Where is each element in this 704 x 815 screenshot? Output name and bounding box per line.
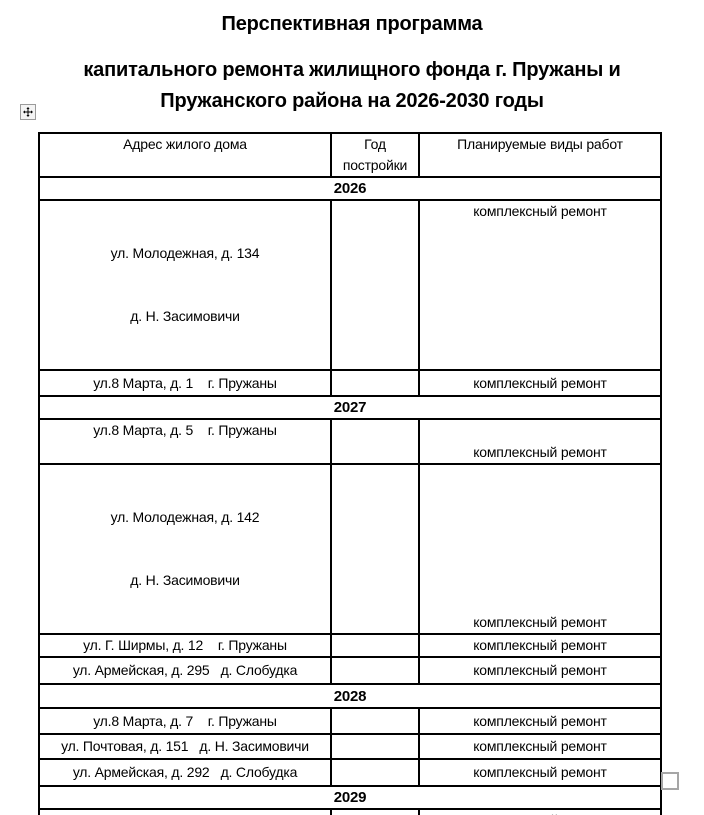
table-row: ул. Г. Ширмы, д. 12 г. Пружаны комплексн… [38,633,662,658]
address-cell[interactable]: ул.8 Марта, д. 5 г. Пружаны [38,418,332,465]
work-cell[interactable]: комплексный ремонт [418,369,662,397]
address-line1: ул. Молодежная, д. 142 [110,509,260,525]
work-cell[interactable]: комплексный ремонт [418,463,662,635]
table-row: ул. Молодежная, д. 142 д. Н. Засимовичи … [38,463,662,635]
year-section-label[interactable]: 2026 [38,176,662,201]
column-header-address[interactable]: Адрес жилого дома [38,132,332,178]
title-block: Перспективная программа капитального рем… [0,0,704,117]
address-cell[interactable]: ул. Армейская, д. 292 д. Слобудка [38,758,332,787]
address-cell[interactable]: ул. Молодежная, д. 142 д. Н. Засимовичи [38,463,332,635]
address-cell[interactable]: ул. Почтовая, д. 151 д. Н. Засимовичи [38,733,332,760]
column-header-year-built[interactable]: Год постройки [330,132,420,178]
work-cell[interactable]: комплексный ремонт [418,758,662,787]
work-cell[interactable]: комплексный ремонт [418,656,662,685]
page-subtitle-line1: капитального ремонта жилищного фонда г. … [83,59,621,81]
address-line2: д. Н. Засимовичи [130,308,240,324]
address-line2: д. Н. Засимовичи [130,572,240,588]
work-cell[interactable]: Комплексный ремонт [418,808,662,815]
table-row: ул. Армейская, д. 292 д. Слобудка компле… [38,758,662,787]
table-row: ул.8 Марта, д. 7 г. Пружаны комплексный … [38,707,662,735]
year-built-cell[interactable] [330,199,420,371]
year-section-label[interactable]: 2028 [38,683,662,709]
year-built-cell[interactable] [330,656,420,685]
table-row: ул.8 Марта, д. 5 г. Пружаны комплексный … [38,418,662,465]
address-cell[interactable]: ул.8 Марта, д. 7 г. Пружаны [38,707,332,735]
header-row: Адрес жилого дома Год постройки Планируе… [38,132,662,178]
year-section-label[interactable]: 2027 [38,395,662,420]
address-cell[interactable]: ул. Г. Ширмы, д. 12 г. Пружаны [38,633,332,658]
table-row: ул. Молодежная, д. 134 д. Н. Засимовичи … [38,199,662,371]
address-cell[interactable]: ул. Вашкевича, д. 2 г. Пружаны [38,808,332,815]
year-built-cell[interactable] [330,633,420,658]
year-built-cell[interactable] [330,758,420,787]
work-cell[interactable]: комплексный ремонт [418,733,662,760]
year-built-cell[interactable] [330,463,420,635]
year-built-cell[interactable] [330,707,420,735]
year-built-cell[interactable] [330,808,420,815]
page-subtitle[interactable]: капитального ремонта жилищного фонда г. … [0,55,704,117]
address-cell[interactable]: ул.8 Марта, д. 1 г. Пружаны [38,369,332,397]
page-title[interactable]: Перспективная программа [221,13,483,35]
table-resize-handle[interactable] [661,772,679,790]
column-header-works[interactable]: Планируемые виды работ [418,132,662,178]
year-section-row: 2028 [38,683,662,709]
address-cell[interactable]: ул. Молодежная, д. 134 д. Н. Засимовичи [38,199,332,371]
work-cell[interactable]: комплексный ремонт [418,199,662,371]
year-section-row: 2029 [38,785,662,810]
work-cell[interactable]: комплексный ремонт [418,633,662,658]
year-section-label[interactable]: 2029 [38,785,662,810]
year-section-row: 2027 [38,395,662,420]
work-cell[interactable]: комплексный ремонт [418,418,662,465]
address-line1: ул. Молодежная, д. 134 [110,245,260,261]
year-built-cell[interactable] [330,733,420,760]
table-row: ул.8 Марта, д. 1 г. Пружаны комплексный … [38,369,662,397]
table-move-handle[interactable] [20,104,36,120]
year-section-row: 2026 [38,176,662,201]
repairs-table: Адрес жилого дома Год постройки Планируе… [38,132,662,815]
page-subtitle-line2: Пружанского района на 2026-2030 годы [160,90,544,112]
table-row: ул. Армейская, д. 295 д. Слобудка компле… [38,656,662,685]
four-way-arrow-icon [23,107,33,117]
year-built-cell[interactable] [330,369,420,397]
table-row: ул. Вашкевича, д. 2 г. Пружаны Комплексн… [38,808,662,815]
work-cell[interactable]: комплексный ремонт [418,707,662,735]
year-built-cell[interactable] [330,418,420,465]
table-row: ул. Почтовая, д. 151 д. Н. Засимовичи ко… [38,733,662,760]
address-cell[interactable]: ул. Армейская, д. 295 д. Слобудка [38,656,332,685]
